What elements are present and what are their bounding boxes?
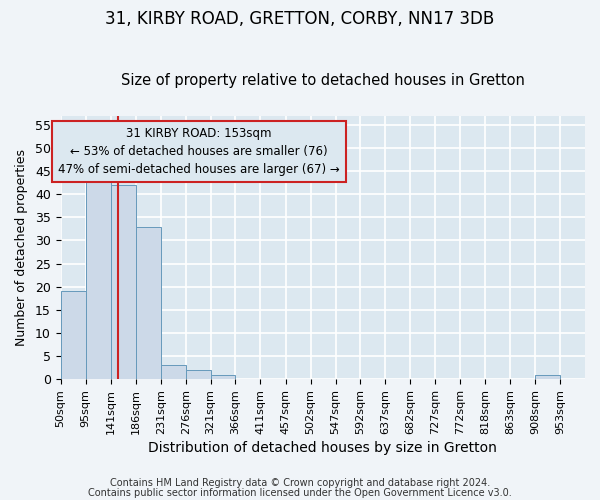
Text: Contains HM Land Registry data © Crown copyright and database right 2024.: Contains HM Land Registry data © Crown c… <box>110 478 490 488</box>
Bar <box>86 180 111 379</box>
Bar <box>535 374 560 379</box>
Bar <box>185 370 211 379</box>
Text: 31 KIRBY ROAD: 153sqm
← 53% of detached houses are smaller (76)
47% of semi-deta: 31 KIRBY ROAD: 153sqm ← 53% of detached … <box>58 127 340 176</box>
Bar <box>161 366 185 379</box>
Text: 31, KIRBY ROAD, GRETTON, CORBY, NN17 3DB: 31, KIRBY ROAD, GRETTON, CORBY, NN17 3DB <box>106 10 494 28</box>
Y-axis label: Number of detached properties: Number of detached properties <box>15 149 28 346</box>
Title: Size of property relative to detached houses in Gretton: Size of property relative to detached ho… <box>121 73 525 88</box>
X-axis label: Distribution of detached houses by size in Gretton: Distribution of detached houses by size … <box>148 441 497 455</box>
Bar <box>61 292 86 379</box>
Text: Contains public sector information licensed under the Open Government Licence v3: Contains public sector information licen… <box>88 488 512 498</box>
Bar <box>111 185 136 379</box>
Bar <box>136 226 161 379</box>
Bar <box>211 374 235 379</box>
